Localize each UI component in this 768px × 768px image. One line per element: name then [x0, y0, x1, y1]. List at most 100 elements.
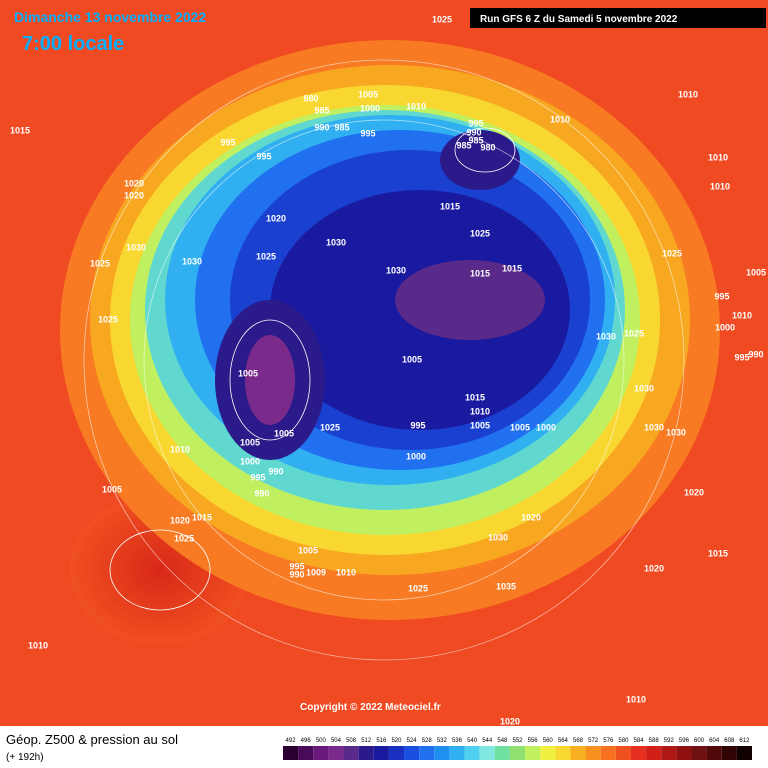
- isobar-label: 1005: [298, 545, 318, 555]
- isobar-label: 1000: [406, 451, 426, 461]
- scale-label: 576: [603, 738, 614, 744]
- isobar-label: 1015: [10, 125, 30, 135]
- isobar-label: 1010: [336, 567, 356, 577]
- scale-swatch: [479, 746, 495, 760]
- isobar-label: 995: [360, 128, 375, 138]
- scale-label: 568: [573, 738, 584, 744]
- scale-label: 540: [467, 738, 478, 744]
- scale-swatch: [464, 746, 480, 760]
- scale-swatch: [449, 746, 465, 760]
- isobar-label: 1020: [521, 512, 541, 522]
- isobar-label: 1025: [174, 533, 194, 543]
- isobar-label: 1030: [666, 427, 686, 437]
- scale-label: 548: [497, 738, 508, 744]
- scale-label: 528: [422, 738, 433, 744]
- isobar-label: 995: [714, 291, 729, 301]
- isobar-label: 1030: [182, 256, 202, 266]
- isobar-label: 1025: [256, 251, 276, 261]
- isobar-label: 1010: [626, 694, 646, 704]
- scale-swatch: [555, 746, 571, 760]
- scale-label: 564: [558, 738, 569, 744]
- isobar-label: 1010: [170, 444, 190, 454]
- isobar-label: 1005: [470, 420, 490, 430]
- scale-swatch: [328, 746, 344, 760]
- isobar-label: 995: [220, 137, 235, 147]
- isobar-label: 1005: [238, 368, 258, 378]
- scale-label: 500: [316, 738, 327, 744]
- scale-label: 508: [346, 738, 357, 744]
- isobar-label: 995: [289, 561, 304, 571]
- scale-label: 492: [286, 738, 297, 744]
- isobar-label: 1000: [360, 103, 380, 113]
- isobar-label: 1010: [708, 152, 728, 162]
- scale-label: 524: [407, 738, 418, 744]
- isobar-label: 1010: [470, 406, 490, 416]
- footer-title: Géop. Z500 & pression au sol: [6, 732, 178, 747]
- isobar-label: 1030: [596, 331, 616, 341]
- scale-swatch: [736, 746, 752, 760]
- scale-swatch: [358, 746, 374, 760]
- isobar-label: 1005: [358, 89, 378, 99]
- isobar-label: 995: [256, 151, 271, 161]
- isobar-label: 990: [748, 349, 763, 359]
- isobar-label: 1020: [124, 190, 144, 200]
- isobar-label: 995: [250, 472, 265, 482]
- isobar-label: 990: [289, 569, 304, 579]
- scale-label: 584: [634, 738, 645, 744]
- isobar-label: 1015: [470, 268, 490, 278]
- isobar-label: 985: [314, 105, 329, 115]
- isobar-label: 1000: [536, 422, 556, 432]
- isobar-label: 1010: [732, 310, 752, 320]
- scale-label: 552: [512, 738, 523, 744]
- isobar-label: 1005: [240, 437, 260, 447]
- isobar-label: 1010: [550, 114, 570, 124]
- isobar-label: 1035: [496, 581, 516, 591]
- scale-label: 512: [361, 738, 372, 744]
- scale-label: 612: [739, 738, 750, 744]
- footer-lead: (+ 192h): [6, 752, 44, 763]
- scale-swatch: [525, 746, 541, 760]
- run: Run GFS 6 Z du Samedi 5 novembre 2022: [480, 14, 678, 25]
- scale-label: 608: [724, 738, 735, 744]
- isobar-label: 1015: [440, 201, 460, 211]
- isobar-label: 1005: [510, 422, 530, 432]
- scale-swatch: [630, 746, 647, 760]
- scale-label: 572: [588, 738, 599, 744]
- isobar-label: 1025: [470, 228, 490, 238]
- isobar-label: 1005: [746, 267, 766, 277]
- scale-swatch: [509, 746, 526, 760]
- scale-label: 560: [543, 738, 554, 744]
- isobar-label: 1025: [432, 14, 452, 24]
- scale-swatch: [661, 746, 677, 760]
- isobar-label: 1030: [634, 383, 654, 393]
- isobar-label: 1030: [644, 422, 664, 432]
- isobar-label: 995: [734, 352, 749, 362]
- scale-label: 556: [528, 738, 539, 744]
- isobar-label: 1005: [402, 354, 422, 364]
- scale-swatch: [434, 746, 450, 760]
- isobar-label: 1010: [678, 89, 698, 99]
- scale-label: 600: [694, 738, 705, 744]
- scale-swatch: [419, 746, 435, 760]
- scale-swatch: [373, 746, 389, 760]
- copyright: Copyright © 2022 Meteociel.fr: [300, 702, 441, 713]
- scale-swatch: [283, 746, 299, 760]
- scale-swatch: [706, 746, 722, 760]
- isobar-label: 990: [268, 466, 283, 476]
- isobar-label: 985: [456, 140, 471, 150]
- scale-label: 596: [679, 738, 690, 744]
- scale-label: 604: [709, 738, 720, 744]
- isobar-label: 1010: [406, 101, 426, 111]
- scale-swatch: [343, 746, 359, 760]
- time: 7:00 locale: [22, 33, 124, 55]
- isobar-label: 1015: [502, 263, 522, 273]
- isobar-label: 990: [314, 122, 329, 132]
- isobar-label: 1005: [274, 428, 294, 438]
- scale-swatch: [615, 746, 631, 760]
- isobar-label: 1005: [102, 484, 122, 494]
- scale-swatch: [676, 746, 692, 760]
- scale-swatch: [585, 746, 601, 760]
- isobar-label: 1015: [192, 512, 212, 522]
